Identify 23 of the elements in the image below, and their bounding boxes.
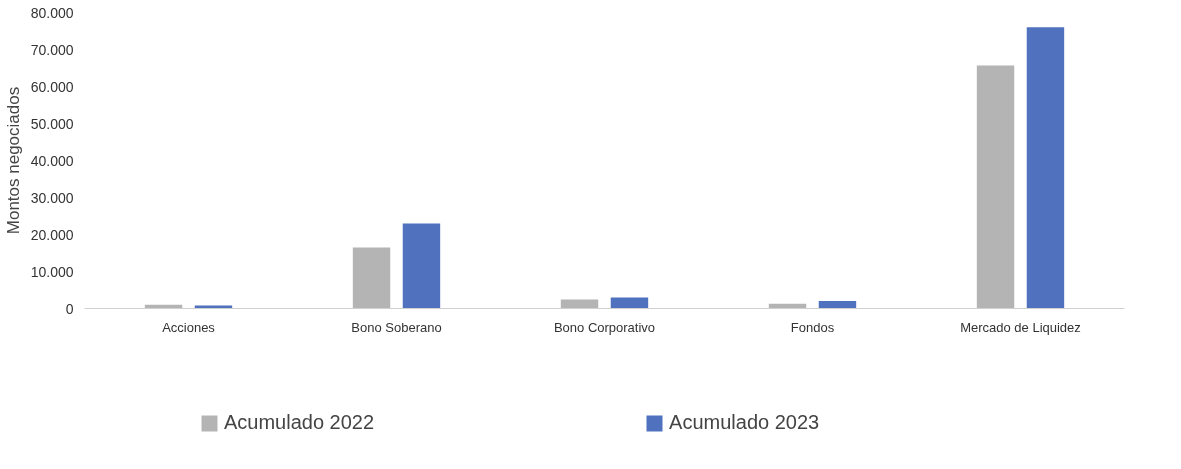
bar (610, 297, 649, 309)
bar (976, 65, 1015, 309)
y-tick-label: 60.000 (30, 78, 74, 95)
y-tick-label: 20.000 (30, 226, 74, 243)
y-tick-label: 10.000 (30, 263, 74, 280)
bar (1026, 27, 1065, 309)
y-tick-label: 40.000 (30, 152, 74, 169)
y-tick-label: 70.000 (30, 41, 74, 58)
x-tick-label: Bono Corporativo (553, 319, 656, 335)
y-tick-label: 0 (65, 300, 74, 317)
x-tick-label: Mercado de Liquidez (960, 319, 1081, 335)
y-tick-label: 50.000 (30, 115, 74, 132)
x-tick-label: Acciones (162, 319, 216, 335)
x-tick-label: Fondos (790, 319, 835, 335)
y-tick-label: 80.000 (30, 4, 74, 21)
bar (818, 301, 857, 309)
bar (352, 247, 391, 309)
bar (402, 223, 441, 309)
legend-label: Acumulado 2023 (669, 411, 820, 434)
legend-label: Acumulado 2022 (224, 411, 375, 434)
y-axis-title: Montos negociados (3, 86, 23, 235)
x-tick-label: Bono Soberano (351, 319, 442, 335)
y-tick-label: 30.000 (30, 189, 74, 206)
